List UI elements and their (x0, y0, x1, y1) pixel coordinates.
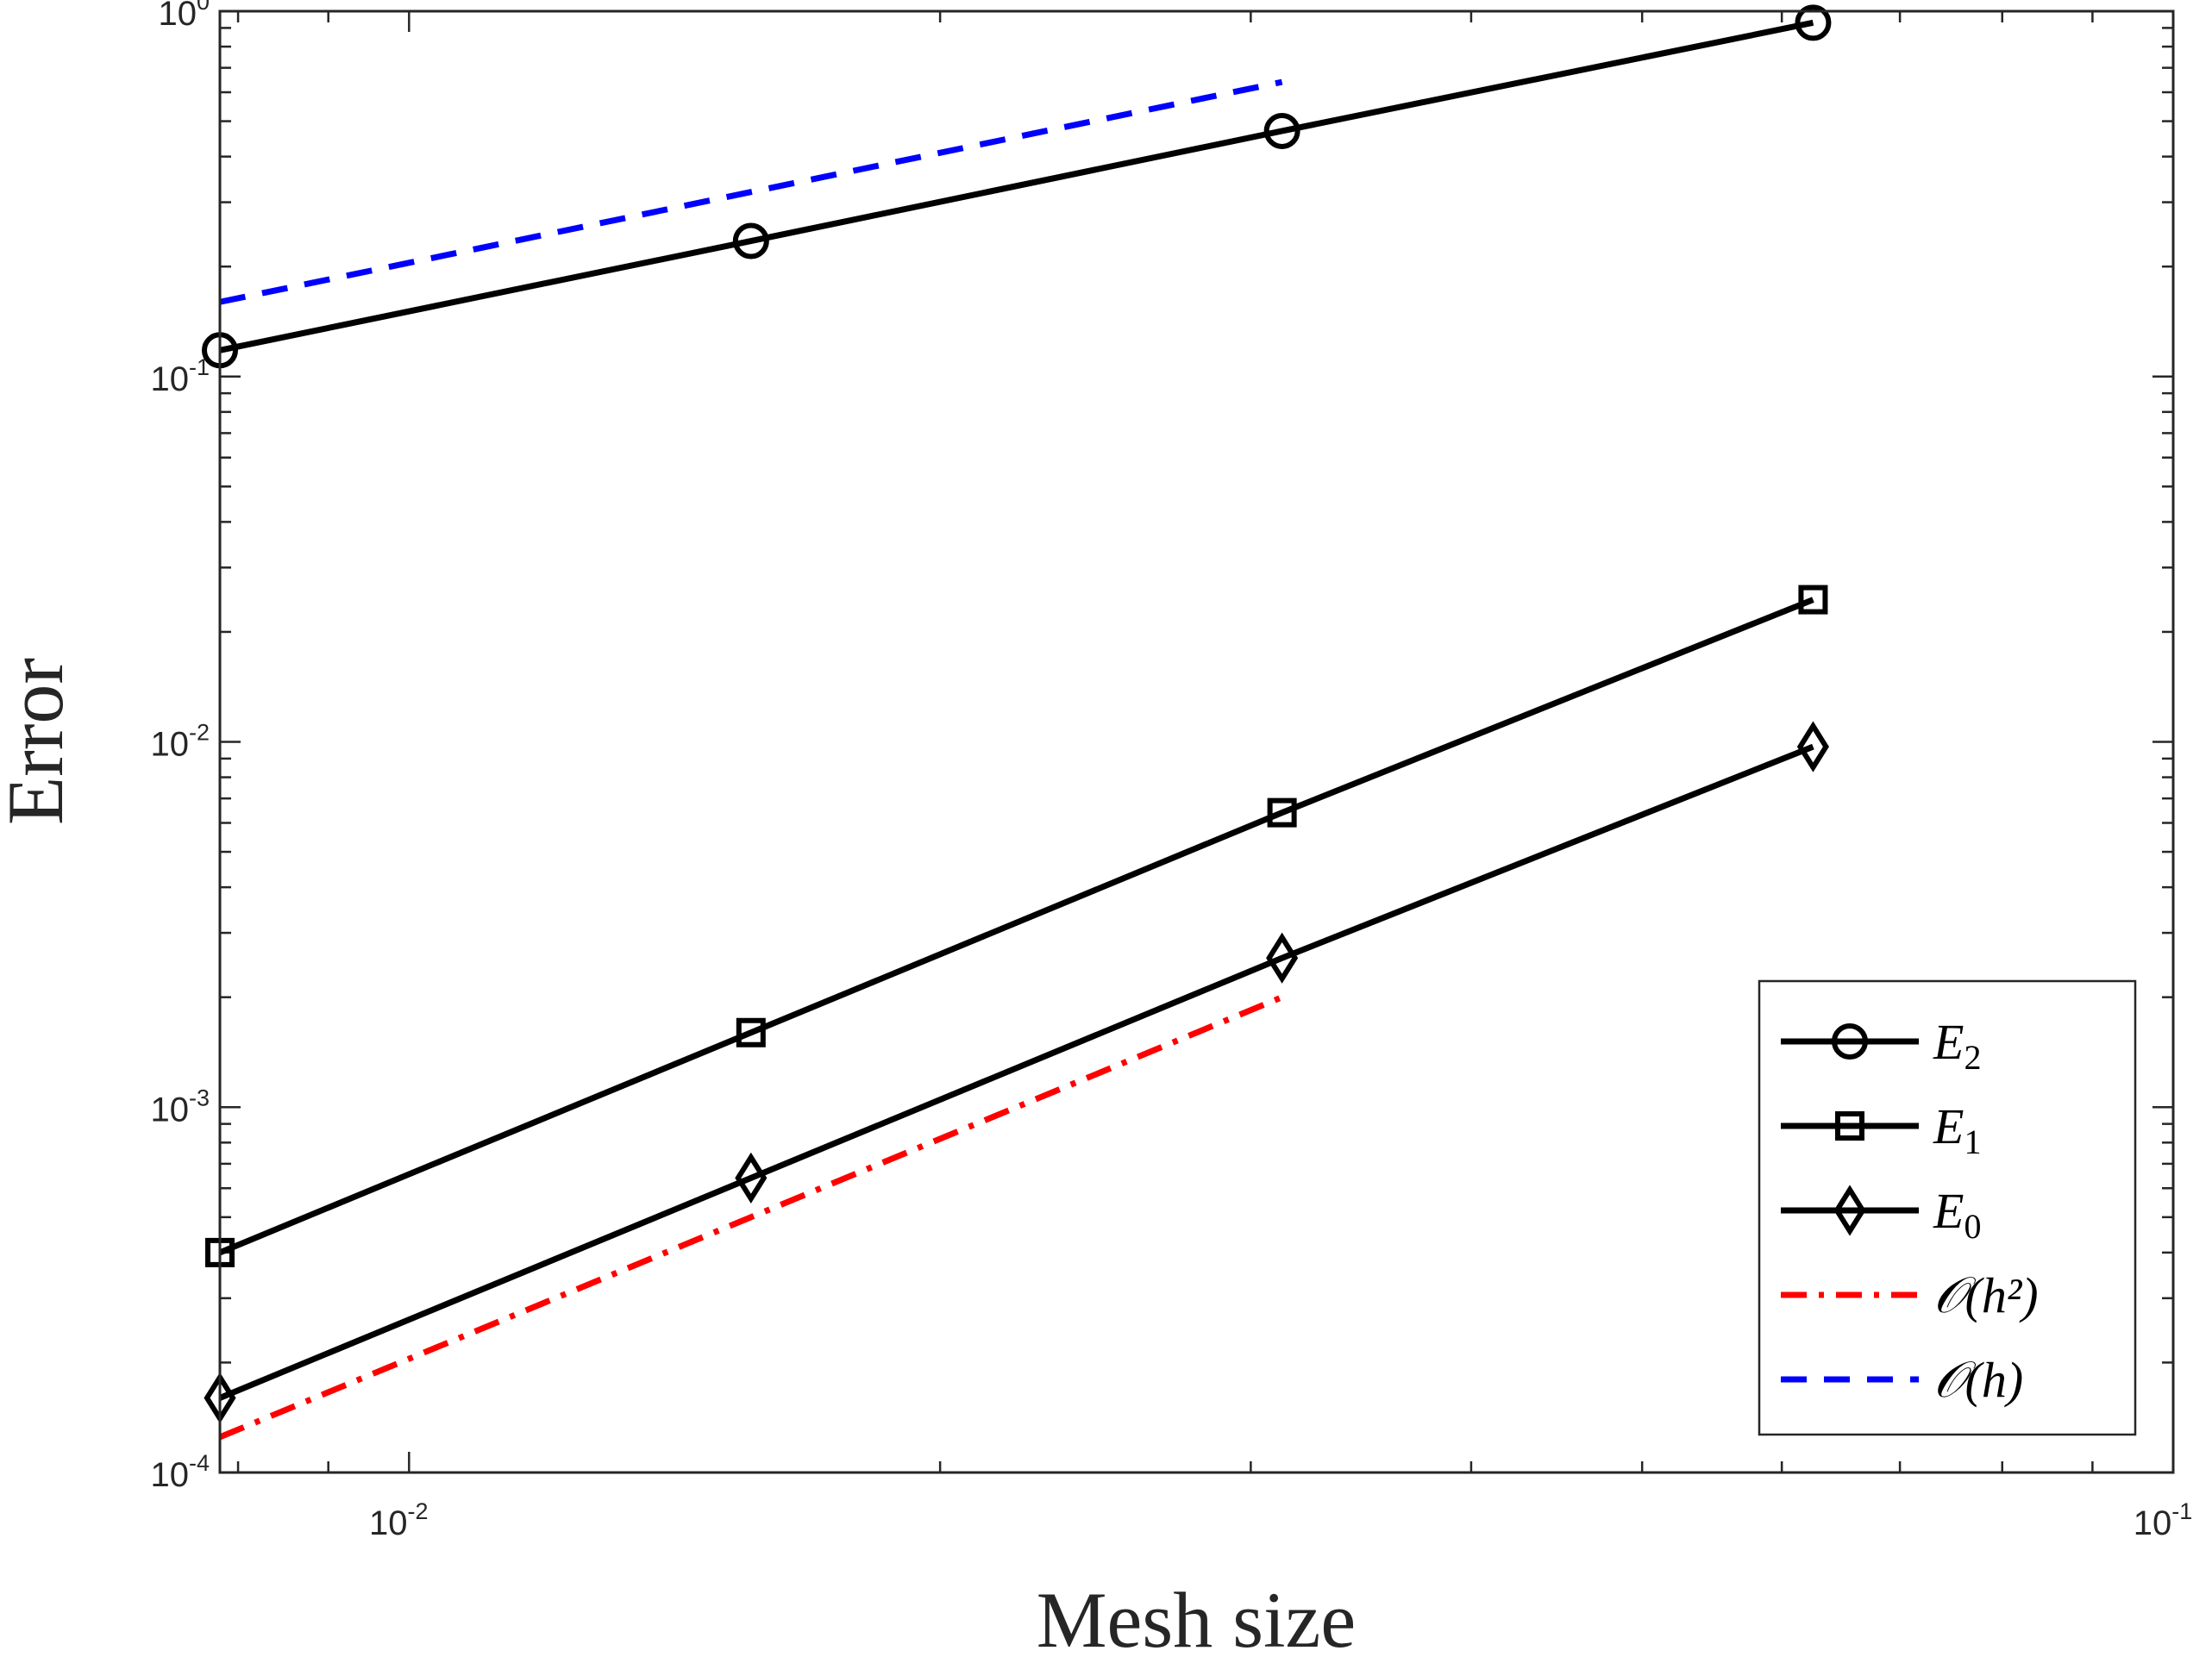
legend-marker-E1 (1835, 1111, 1864, 1141)
series-line-E0 (218, 743, 1814, 1401)
legend-label-Oh2: 𝒪(h²) (1933, 1267, 2039, 1323)
data-point-E0 (1796, 721, 1829, 772)
legend-item-Oh2: 𝒪(h²) (1781, 1267, 2039, 1323)
legend-label-Oh: 𝒪(h) (1933, 1352, 2023, 1408)
legend-label-E2: E2 (1933, 1014, 1981, 1077)
data-point-E2 (1263, 112, 1300, 149)
data-point-E2 (732, 222, 769, 259)
y-tick-label: 10-2 (150, 720, 210, 764)
series-line-E1 (218, 597, 1814, 1256)
series-line-Oh (219, 78, 1283, 305)
data-point-E0 (735, 1152, 768, 1204)
y-tick-label: 10-4 (150, 1450, 210, 1494)
data-point-E1 (736, 1017, 766, 1047)
series-line-E2 (219, 19, 1814, 353)
legend-label-E0: E0 (1933, 1183, 1981, 1246)
series-Oh (219, 78, 1283, 305)
legend-label-E1: E1 (1933, 1098, 1981, 1161)
data-point-E2 (1795, 4, 1832, 41)
y-tick-label: 10-1 (150, 354, 210, 398)
series-line-Oh2 (218, 994, 1283, 1441)
data-point-E0 (1266, 932, 1299, 984)
legend-item-E1: E1 (1781, 1098, 1981, 1161)
legend-marker-E0 (1833, 1185, 1866, 1236)
x-tick-label: 10-2 (369, 1498, 429, 1542)
y-axis-label: Error (0, 658, 79, 825)
data-point-E1 (1267, 797, 1297, 828)
y-tick-label: 100 (158, 0, 210, 33)
legend-marker-E2 (1832, 1023, 1868, 1060)
legend-item-Oh: 𝒪(h) (1781, 1352, 2023, 1408)
x-axis-label: Mesh size (1037, 1576, 1356, 1657)
x-tick-label: 10-1 (2134, 1498, 2193, 1542)
tick-labels: 10-2 10-1 10-4 10-3 10-2 10-1 100 (150, 0, 2192, 1542)
series-Oh2 (218, 994, 1283, 1441)
legend-item-E2: E2 (1781, 1014, 1981, 1077)
minor-ticks (220, 11, 2173, 1473)
legend-item-E0: E0 (1781, 1183, 1981, 1246)
data-point-E1 (1798, 585, 1828, 615)
plot-frame (218, 9, 2175, 1474)
legend: E2 E1 E0 𝒪(h²) 𝒪(h) (1758, 979, 2137, 1436)
y-tick-label: 10-3 (150, 1085, 210, 1129)
